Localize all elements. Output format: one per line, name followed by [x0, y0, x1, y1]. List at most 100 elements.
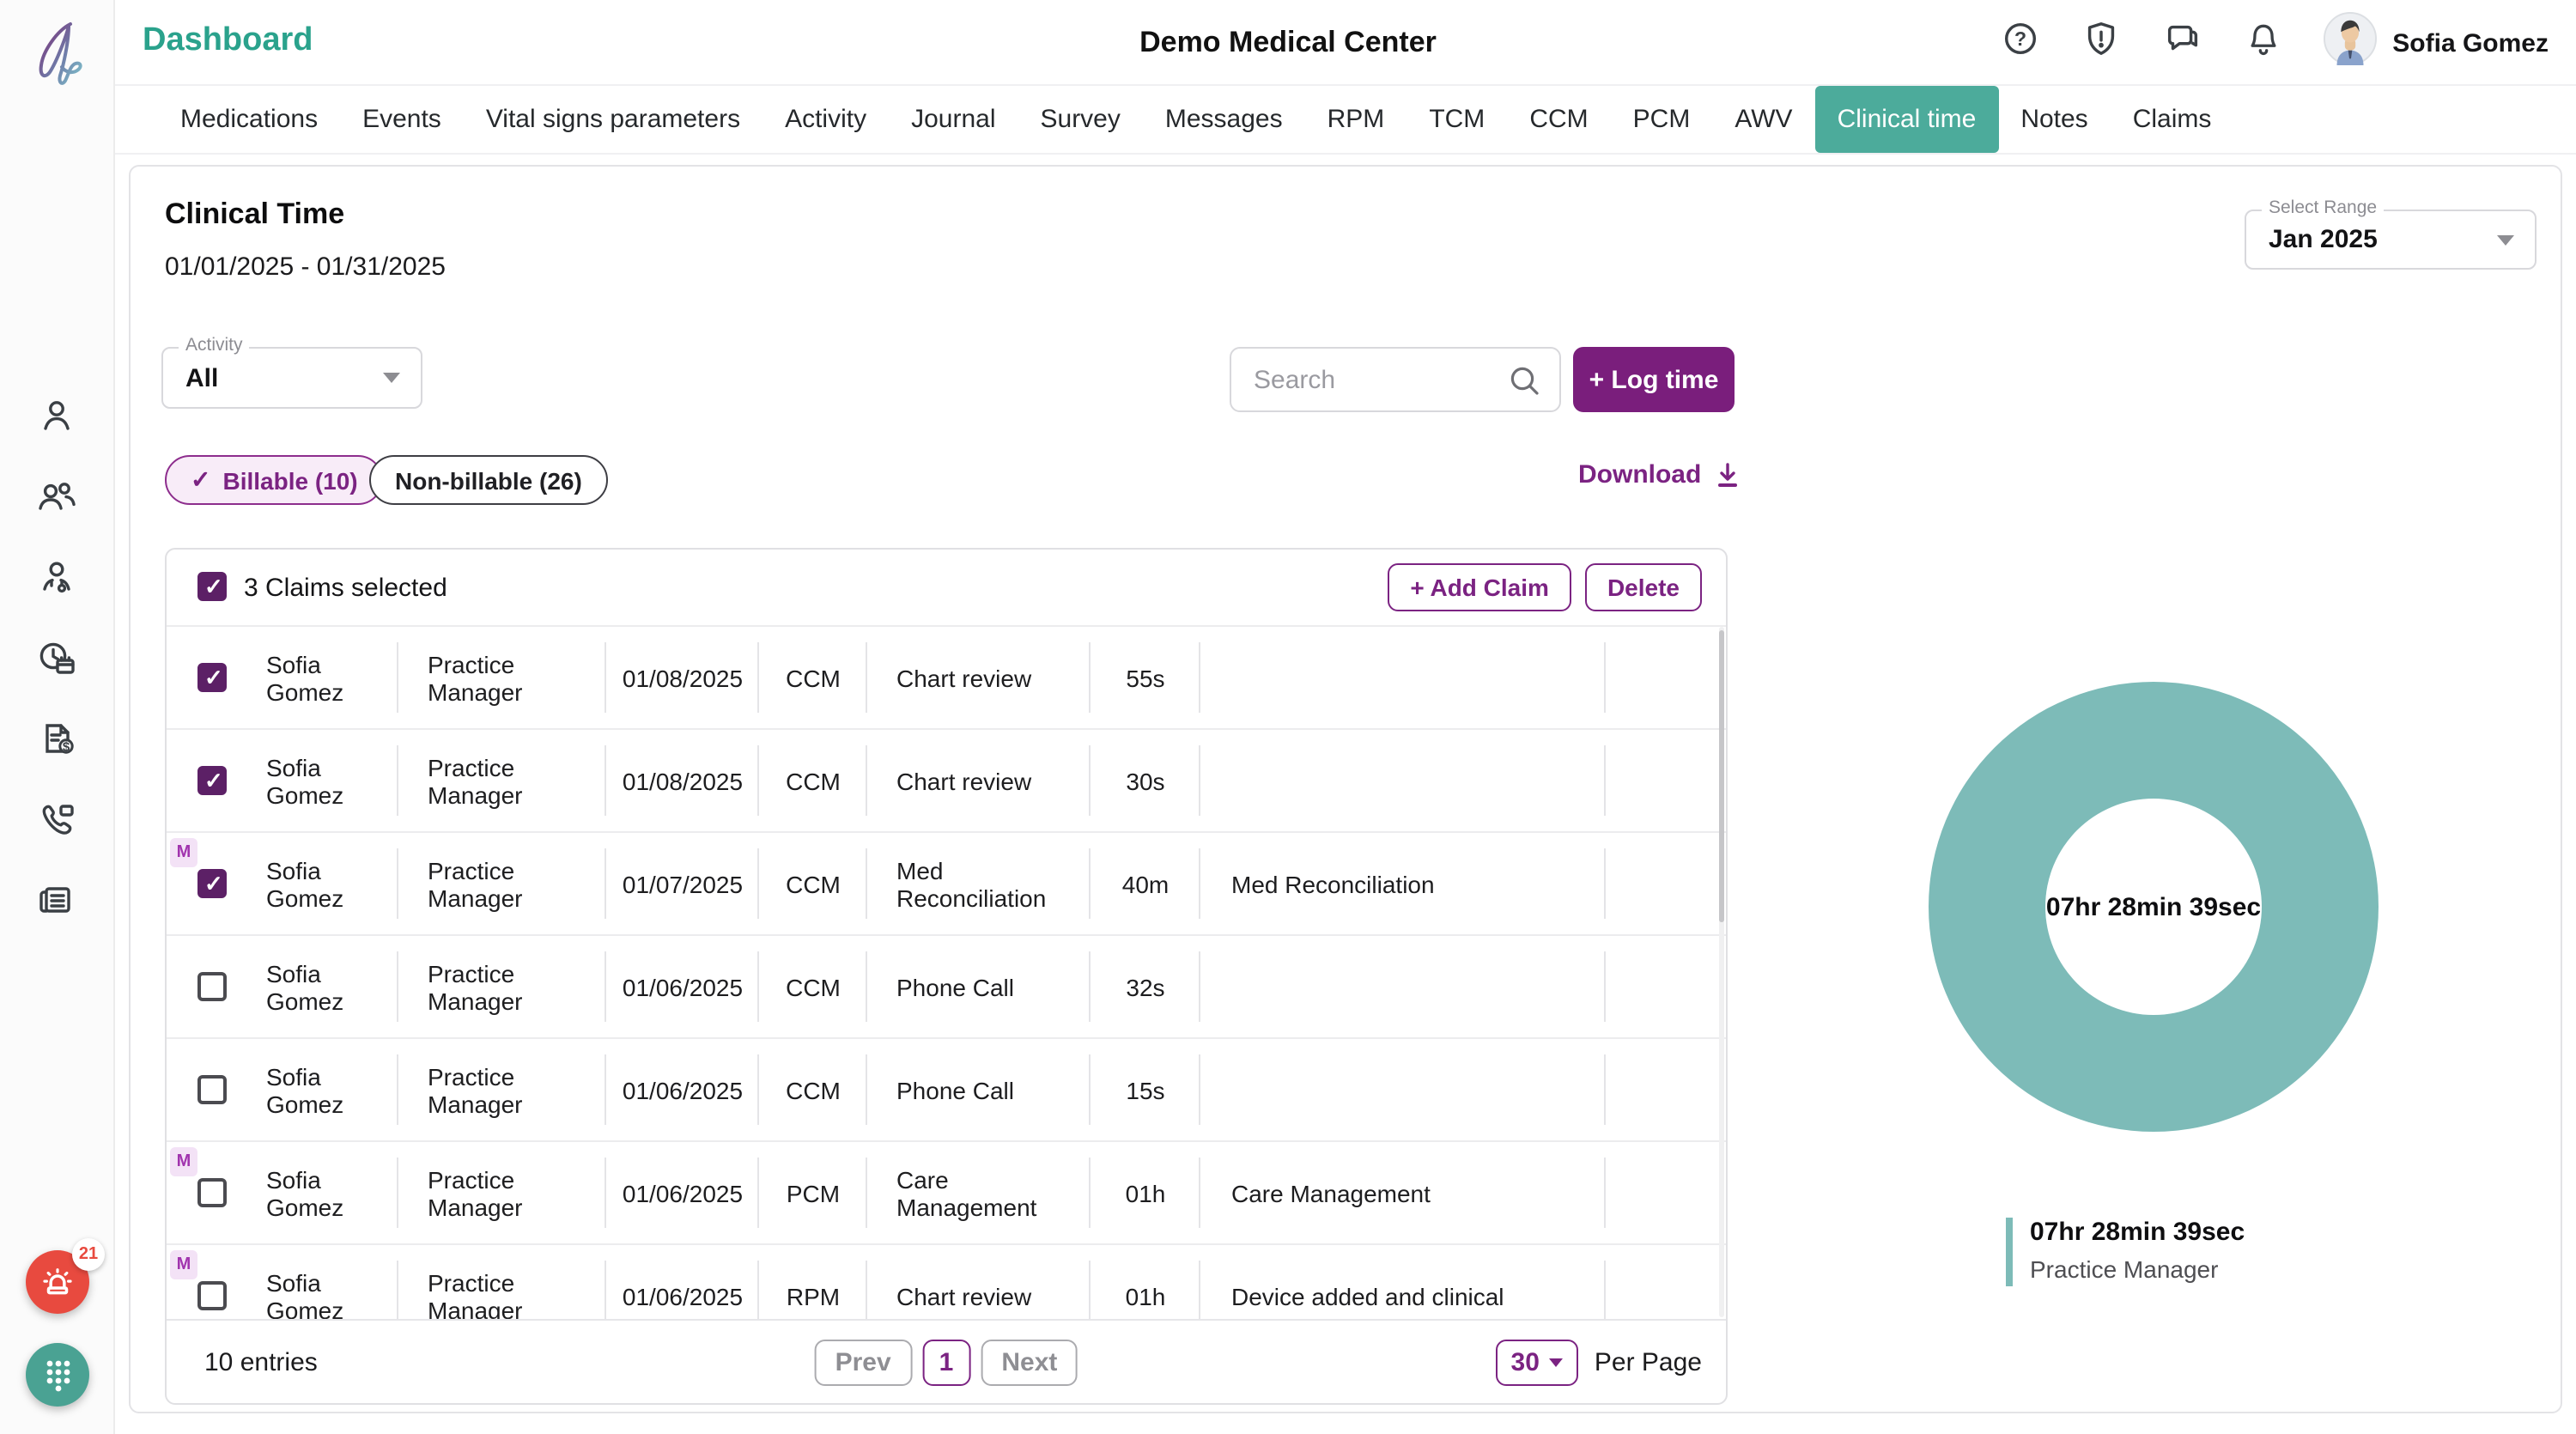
donut-center-total: 07hr 28min 39sec — [2045, 892, 2262, 921]
cell-date: 01/06/2025 — [606, 1039, 759, 1140]
cell-date: 01/06/2025 — [606, 936, 759, 1037]
tab-pcm[interactable]: PCM — [1632, 105, 1691, 134]
row-checkbox[interactable] — [197, 766, 227, 795]
section-tab-bar: Medications Events Vital signs parameters A… — [115, 86, 2576, 155]
messages-icon[interactable] — [2162, 19, 2203, 67]
claims-table: 3 Claims selected + Add Claim Delete Sof… — [165, 548, 1728, 1405]
patients-group-icon[interactable] — [34, 476, 79, 517]
app-logo[interactable] — [22, 14, 94, 101]
non-billable-filter-chip[interactable]: Non-billable (26) — [369, 455, 608, 505]
next-page-button[interactable]: Next — [981, 1340, 1078, 1386]
row-checkbox[interactable] — [197, 972, 227, 1001]
search-icon — [1510, 367, 1539, 395]
alert-shield-icon[interactable] — [2081, 19, 2121, 67]
date-range-text: 01/01/2025 - 01/31/2025 — [165, 252, 446, 282]
tab-notes[interactable]: Notes — [2020, 105, 2088, 134]
tab-medications[interactable]: Medications — [180, 105, 319, 134]
table-row[interactable]: Sofia Gomez Practice Manager 01/08/2025 … — [167, 728, 1726, 831]
cell-name: Sofia Gomez — [244, 730, 398, 831]
pager: Prev 1 Next — [814, 1340, 1078, 1386]
cell-date: 01/06/2025 — [606, 1142, 759, 1243]
tab-clinical-time[interactable]: Clinical time — [1814, 86, 1999, 153]
tab-activity[interactable]: Activity — [785, 105, 867, 134]
per-page-select[interactable]: 30 — [1495, 1340, 1579, 1386]
legend-label: Practice Manager — [2030, 1255, 2219, 1283]
entries-count: 10 entries — [204, 1348, 318, 1377]
cell-note — [1200, 627, 1606, 728]
tab-tcm[interactable]: TCM — [1429, 105, 1485, 134]
billing-document-icon[interactable]: $ — [35, 718, 78, 759]
user-menu[interactable]: Sofia Gomez — [2324, 12, 2549, 74]
tab-ccm[interactable]: CCM — [1529, 105, 1589, 134]
cell-note — [1200, 936, 1606, 1037]
download-label: Download — [1578, 460, 1702, 489]
chevron-down-icon — [383, 373, 400, 383]
tab-claims[interactable]: Claims — [2132, 105, 2212, 134]
table-scrollbar[interactable] — [1719, 627, 1724, 1317]
row-checkbox[interactable] — [197, 1178, 227, 1207]
row-checkbox[interactable] — [197, 869, 227, 898]
prev-page-button[interactable]: Prev — [814, 1340, 912, 1386]
cell-note: Device added and clinical — [1200, 1245, 1606, 1319]
row-checkbox[interactable] — [197, 1075, 227, 1104]
doctor-icon[interactable] — [36, 556, 77, 598]
download-link[interactable]: Download — [1578, 460, 1741, 489]
tab-survey[interactable]: Survey — [1040, 105, 1121, 134]
dialpad-fab[interactable] — [26, 1343, 89, 1407]
log-time-button[interactable]: + Log time — [1573, 347, 1735, 412]
table-row[interactable]: Sofia Gomez Practice Manager 01/06/2025 … — [167, 934, 1726, 1037]
table-row[interactable]: M Sofia Gomez Practice Manager 01/06/202… — [167, 1243, 1726, 1319]
current-page-button[interactable]: 1 — [921, 1340, 971, 1386]
select-range-dropdown[interactable]: Select Range Jan 2025 — [2245, 197, 2537, 270]
activity-filter-dropdown[interactable]: Activity All — [161, 335, 422, 409]
alarm-fab[interactable]: 21 — [26, 1238, 105, 1314]
cell-duration: 01h — [1091, 1142, 1200, 1243]
table-row[interactable]: Sofia Gomez Practice Manager 01/06/2025 … — [167, 1037, 1726, 1140]
billable-filter-chip[interactable]: ✓ Billable (10) — [165, 455, 384, 505]
tab-messages[interactable]: Messages — [1164, 105, 1283, 134]
selected-summary: 3 Claims selected — [244, 573, 447, 602]
top-header: Dashboard Demo Medical Center ? Sofia Go… — [115, 0, 2576, 86]
time-schedule-icon[interactable] — [34, 637, 79, 678]
non-billable-chip-label: Non-billable (26) — [395, 466, 582, 494]
phone-chat-icon[interactable] — [34, 799, 79, 840]
cell-name: Sofia Gomez — [244, 627, 398, 728]
breadcrumb-section[interactable]: Dashboard — [143, 22, 313, 58]
tab-awv[interactable]: AWV — [1735, 105, 1793, 134]
cell-role: Practice Manager — [398, 730, 606, 831]
delete-button[interactable]: Delete — [1584, 563, 1702, 611]
table-scrollbar-thumb[interactable] — [1719, 630, 1724, 922]
page-center-title: Demo Medical Center — [1139, 26, 1437, 58]
search-box — [1230, 347, 1561, 412]
table-row[interactable]: M Sofia Gomez Practice Manager 01/07/202… — [167, 831, 1726, 934]
alarm-count-badge: 21 — [72, 1238, 105, 1271]
table-rows: Sofia Gomez Practice Manager 01/08/2025 … — [167, 625, 1726, 1319]
select-all-checkbox[interactable] — [197, 572, 227, 601]
download-icon — [1717, 463, 1737, 487]
row-checkbox[interactable] — [197, 1281, 227, 1310]
user-name: Sofia Gomez — [2392, 28, 2549, 58]
news-report-icon[interactable] — [34, 879, 79, 921]
tab-journal[interactable]: Journal — [911, 105, 996, 134]
add-claim-button[interactable]: + Add Claim — [1388, 563, 1571, 611]
cell-name: Sofia Gomez — [244, 1245, 398, 1319]
cell-program: CCM — [759, 730, 867, 831]
notifications-icon[interactable] — [2245, 19, 2282, 67]
cell-date: 01/08/2025 — [606, 627, 759, 728]
row-checkbox[interactable] — [197, 663, 227, 692]
per-page-value: 30 — [1510, 1348, 1540, 1377]
tab-vital-signs-parameters[interactable]: Vital signs parameters — [485, 105, 741, 134]
table-row[interactable]: Sofia Gomez Practice Manager 01/08/2025 … — [167, 625, 1726, 728]
cell-program: PCM — [759, 1142, 867, 1243]
tab-events[interactable]: Events — [362, 105, 441, 134]
search-input[interactable] — [1254, 349, 1511, 410]
pagination-bar: 10 entries Prev 1 Next 30 Per Page — [167, 1319, 1726, 1403]
table-row[interactable]: M Sofia Gomez Practice Manager 01/06/202… — [167, 1140, 1726, 1243]
cell-duration: 30s — [1091, 730, 1200, 831]
patient-icon[interactable] — [36, 395, 77, 436]
cell-note — [1200, 1039, 1606, 1140]
tab-rpm[interactable]: RPM — [1327, 105, 1385, 134]
cell-duration: 15s — [1091, 1039, 1200, 1140]
help-icon[interactable]: ? — [2001, 19, 2040, 67]
